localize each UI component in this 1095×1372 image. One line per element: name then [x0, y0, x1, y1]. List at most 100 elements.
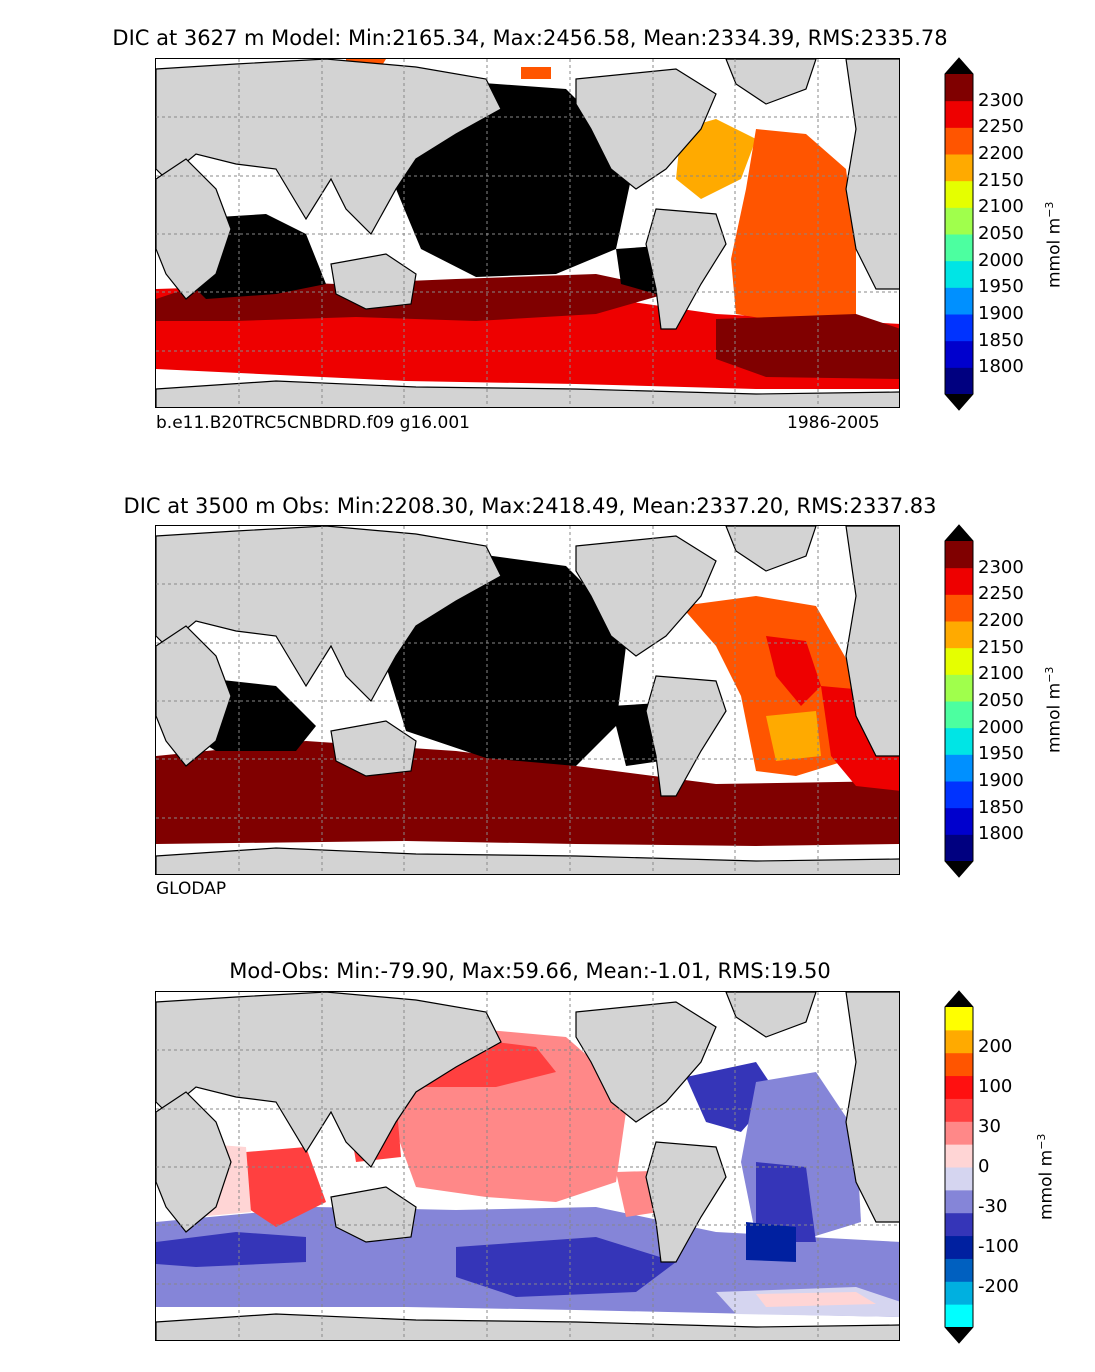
colorbar-extend-bottom	[945, 861, 973, 877]
colorbar-swatch	[945, 674, 973, 702]
colorbar-tick-label: 1850	[978, 796, 1024, 818]
diff-land-samerica	[645, 1141, 727, 1263]
diff-land-antarctica	[156, 1313, 899, 1340]
colorbar-extend-bottom	[945, 394, 973, 410]
colorbar-swatch	[945, 1098, 973, 1122]
obs-footer-left: GLODAP	[156, 879, 227, 899]
colorbar-swatch	[945, 1007, 973, 1031]
colorbar-swatch	[945, 1075, 973, 1099]
colorbar-swatch	[945, 1052, 973, 1077]
model-land-australia	[330, 253, 417, 310]
diff-land-australia	[330, 1186, 417, 1243]
colorbar-tick-label: 2300	[978, 556, 1024, 578]
colorbar-tick-label: 1800	[978, 356, 1024, 378]
colorbar-outline	[944, 990, 974, 1344]
obs-land-antarctica	[156, 847, 899, 874]
obs-map-svg	[156, 526, 899, 874]
colorbar-outline	[944, 524, 974, 878]
diff-land-eurasia	[156, 992, 502, 1168]
obs-atl-red-core	[766, 636, 821, 706]
colorbar-swatch	[945, 541, 973, 569]
colorbar-swatch	[945, 180, 973, 208]
model-atl-deep-orange	[731, 129, 856, 324]
colorbar-extend-top	[945, 525, 973, 541]
colorbar-swatch	[945, 701, 973, 729]
colorbar-swatch	[945, 647, 973, 675]
colorbar-outline	[944, 57, 974, 411]
colorbar-swatch	[945, 127, 973, 155]
colorbar-swatch	[945, 754, 973, 782]
colorbar-tick-label: 2150	[978, 169, 1024, 191]
colorbar-tick-label: 2050	[978, 690, 1024, 711]
obs-colorbar-svg	[944, 524, 974, 878]
model-land-eurasia	[156, 59, 502, 235]
colorbar-swatch	[945, 100, 973, 128]
colorbar-swatch	[945, 1281, 973, 1305]
model-land-antarctica	[156, 380, 899, 407]
colorbar-tick-label: 200	[978, 1036, 1013, 1057]
colorbar-swatch	[945, 567, 973, 595]
colorbar-swatch	[945, 1235, 973, 1259]
colorbar-swatch	[945, 260, 973, 288]
colorbar-tick-label: 1950	[978, 743, 1024, 765]
diff-atl-darkest	[746, 1222, 796, 1262]
colorbar-tick-label: 100	[978, 1076, 1013, 1097]
colorbar-tick-label: 2100	[978, 196, 1024, 218]
obs-south-ocean-band	[156, 741, 899, 846]
colorbar-extend-top	[945, 991, 973, 1007]
colorbar-swatch	[945, 1189, 973, 1214]
colorbar-swatch	[945, 621, 973, 649]
colorbar-tick-label: 2200	[978, 610, 1024, 631]
obs-land-africa	[156, 625, 232, 767]
model-land-africa	[156, 158, 232, 300]
diff-colorbar-unit: mmol m−3	[1035, 1133, 1057, 1220]
colorbar-tick-label: 1850	[978, 329, 1024, 351]
model-map-svg	[156, 59, 899, 407]
colorbar-extend-bottom	[945, 1327, 973, 1343]
colorbar-tick-label: -200	[978, 1276, 1019, 1297]
diff-south-blue-core	[456, 1237, 676, 1297]
colorbar-swatch	[945, 1167, 973, 1191]
colorbar-swatch	[945, 340, 973, 368]
colorbar-swatch	[945, 367, 973, 395]
colorbar-swatch	[945, 207, 973, 235]
model-land-samerica	[645, 208, 727, 330]
model-land-greenland	[725, 59, 817, 105]
colorbar-swatch	[945, 834, 973, 862]
diff-map-svg	[156, 992, 899, 1340]
colorbar-tick-label: 1950	[978, 276, 1024, 298]
colorbar-swatch	[945, 314, 973, 342]
colorbar-tick-label: 2000	[978, 249, 1024, 271]
colorbar-tick-label: 2150	[978, 636, 1024, 658]
colorbar-tick-label: 2050	[978, 223, 1024, 244]
obs-map	[155, 525, 900, 875]
colorbar-swatch	[945, 1029, 973, 1054]
model-colorbar	[944, 57, 974, 411]
colorbar-swatch	[945, 1121, 973, 1145]
colorbar-tick-label: 1900	[978, 303, 1024, 324]
diff-land-africa	[156, 1091, 232, 1233]
obs-land-eurasia	[156, 526, 502, 702]
obs-land-samerica	[645, 675, 727, 797]
model-colorbar-svg	[944, 57, 974, 411]
model-colorbar-unit: mmol m−3	[1043, 201, 1065, 288]
model-natl-orange	[676, 119, 756, 199]
colorbar-swatch	[945, 727, 973, 755]
model-footer-left: b.e11.B20TRC5CNBDRD.f09 g16.001	[156, 413, 470, 433]
model-atl-red-tail	[716, 314, 899, 379]
colorbar-tick-label: 2250	[978, 583, 1024, 605]
diff-atl-core-blue	[756, 1162, 816, 1242]
diff-colorbar-svg	[944, 990, 974, 1344]
colorbar-swatch	[945, 781, 973, 809]
diff-south-west-blue	[156, 1232, 306, 1267]
colorbar-tick-label: 2300	[978, 89, 1024, 111]
colorbar-swatch	[945, 74, 973, 102]
colorbar-tick-label: 30	[978, 1116, 1001, 1137]
colorbar-swatch	[945, 287, 973, 315]
obs-title: DIC at 3500 m Obs: Min:2208.30, Max:2418…	[123, 494, 937, 518]
colorbar-tick-label: 2250	[978, 116, 1024, 138]
colorbar-tick-label: -100	[978, 1236, 1019, 1257]
colorbar-tick-label: 2200	[978, 143, 1024, 164]
colorbar-tick-label: 2100	[978, 663, 1024, 685]
model-arctic-orange-2	[521, 67, 551, 79]
